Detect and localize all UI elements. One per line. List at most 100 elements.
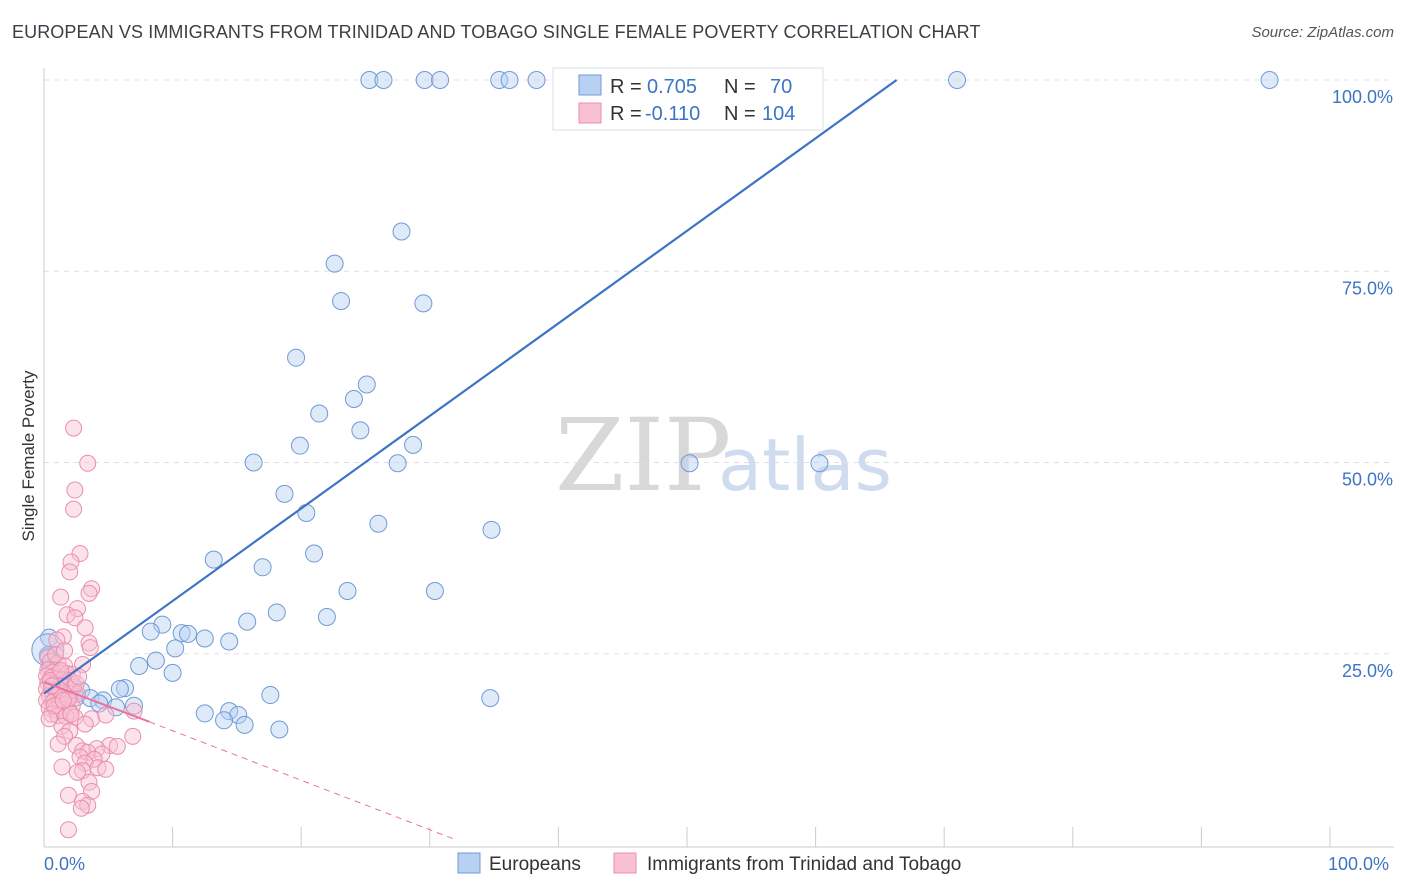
point-trinidad-101 [70,668,88,686]
point-europeans-18 [404,435,423,454]
x-tick-label-min: 0.0% [44,854,85,874]
y-tick-label-25: 25.0% [1342,661,1393,681]
point-trinidad-89 [59,821,77,839]
trend-lines [43,79,898,841]
point-trinidad-70 [108,737,126,755]
source-label: Source: ZipAtlas.com [1251,24,1394,41]
y-tick-label-75: 75.0% [1342,278,1393,298]
point-europeans-27 [482,520,501,539]
point-trinidad-12 [66,609,84,627]
point-europeans-9 [392,222,411,241]
point-europeans-48 [163,663,182,682]
point-europeans-21 [388,454,407,473]
point-trinidad-78 [53,758,71,776]
point-europeans-10 [325,254,344,273]
point-trinidad-17 [81,639,99,657]
point-europeans-17 [351,421,370,440]
point-europeans-41 [220,632,239,651]
point-trinidad-13 [76,619,94,637]
y-tick-label-100: 100.0% [1332,87,1393,107]
point-europeans-3 [431,71,450,89]
y-tick-label-50: 50.0% [1342,470,1393,490]
gridlines [44,79,1394,655]
point-trinidad-2 [66,481,84,499]
point-europeans-32 [425,582,444,601]
point-trinidad-67 [49,735,67,753]
point-europeans-60 [125,696,144,715]
point-europeans-67 [270,720,289,739]
point-trinidad-93 [45,697,63,715]
point-europeans-22 [680,454,699,473]
point-trinidad-82 [97,760,115,778]
point-europeans-1 [374,71,393,89]
legend-n-value-1: 70 [770,76,792,98]
point-trinidad-98 [47,646,65,664]
legend-r-label-1: R = [610,76,642,98]
legend-n-label-2: N = [724,103,756,125]
point-europeans-7 [948,71,967,89]
x-tick-marks [172,827,1331,847]
point-trinidad-76 [85,750,103,768]
point-europeans-29 [204,550,223,569]
point-trinidad-81 [68,763,86,781]
point-trinidad-7 [83,580,101,598]
point-europeans-52 [116,679,135,698]
point-trinidad-94 [52,662,70,680]
point-europeans-40 [195,629,214,648]
point-europeans-64 [195,704,214,723]
legend-n-value-2: 104 [762,103,795,125]
point-trinidad-96 [40,710,58,728]
x-tick-label-max: 100.0% [1328,854,1389,874]
point-trinidad-9 [52,588,70,606]
point-europeans-36 [153,615,172,634]
point-europeans-28 [305,544,324,563]
point-europeans-65 [215,711,234,730]
point-europeans-23 [810,454,829,473]
point-trinidad-3 [65,500,83,518]
point-europeans-8 [1260,71,1279,89]
stats-legend: R = 0.705 N = 70 R = -0.110 N = 104 [552,67,824,131]
legend-swatch-blue [578,74,602,96]
point-trinidad-71 [88,740,106,758]
point-europeans-55 [261,686,280,705]
bottom-legend-swatch-trinidad [613,852,637,874]
trend-europeans [43,79,898,695]
point-europeans-20 [244,453,263,472]
chart-title: EUROPEAN VS IMMIGRANTS FROM TRINIDAD AND… [12,22,981,42]
point-trinidad-99 [56,642,74,660]
bottom-legend-europeans: Europeans [489,854,581,875]
point-trinidad-0 [65,419,83,437]
point-trinidad-97 [62,705,80,723]
bottom-legend-swatch-europeans [457,852,481,874]
point-europeans-39 [179,624,198,643]
point-europeans-61 [481,689,500,708]
trend-trinidad-extrapolated [149,721,456,841]
point-europeans-11 [332,292,351,311]
point-trinidad-66 [124,727,142,745]
point-europeans-47 [130,656,149,675]
point-europeans-4 [490,71,509,89]
watermark-zip: ZIP [555,397,731,514]
point-europeans-30 [253,558,272,577]
point-europeans-14 [357,375,376,394]
point-europeans-37 [141,622,160,641]
point-europeans-62 [220,702,239,721]
y-axis-label: Single Female Poverty [19,370,38,542]
point-europeans-25 [297,503,316,522]
point-trinidad-85 [59,786,77,804]
point-europeans-0 [360,71,379,89]
trend-trinidad [43,681,150,723]
point-europeans-46 [146,651,165,670]
point-trinidad-8 [80,584,98,602]
watermark-atlas: atlas [718,423,892,507]
point-trinidad-60 [97,706,115,724]
point-europeans-16 [310,404,329,423]
point-europeans-42 [166,639,185,658]
point-europeans-38 [172,624,191,643]
point-trinidad-95 [67,675,85,693]
point-trinidad-1 [79,454,97,472]
point-trinidad-103 [54,691,72,709]
legend-n-label-1: N = [724,76,756,98]
y-tick-labels: 25.0% 50.0% 75.0% 100.0% [1332,87,1393,681]
